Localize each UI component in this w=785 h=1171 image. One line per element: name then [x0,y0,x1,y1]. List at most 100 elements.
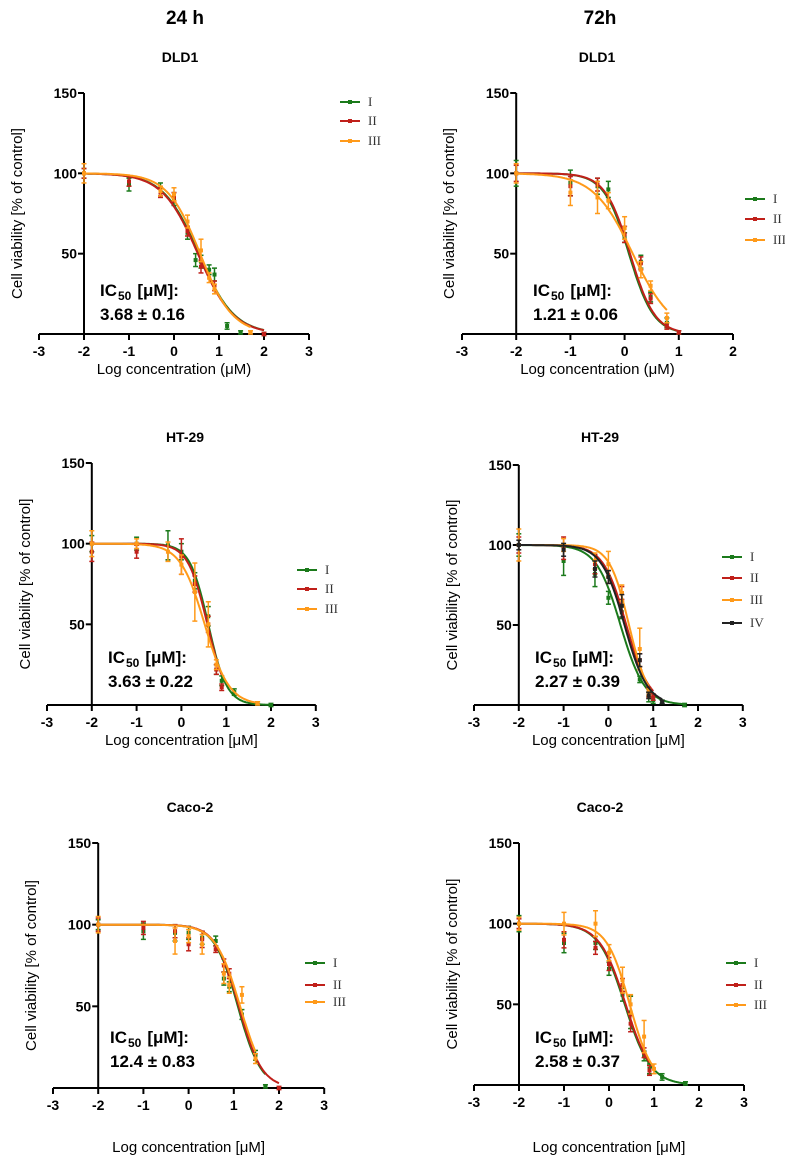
data-point [646,693,651,698]
x-tick-label: -3 [47,1097,60,1113]
data-point [165,549,170,554]
data-point [648,296,653,301]
x-tick-label: -2 [92,1097,105,1113]
x-tick-label: -1 [557,714,570,730]
ic50-suffix: [μM]: [145,648,187,667]
data-point [219,685,224,690]
ic50-prefix: IC [108,648,125,667]
data-point [134,541,139,546]
legend-label: I [754,955,758,970]
data-point [225,323,230,328]
fit-curve [516,172,668,311]
data-point [206,622,211,627]
ic50-suffix: [μM]: [570,281,612,300]
legend-item: II [722,570,759,585]
legend-marker [305,587,309,591]
data-point [516,543,521,547]
x-tick-label: -2 [513,1094,526,1110]
legend-label: I [333,955,337,970]
x-tick-label: 2 [729,343,737,359]
x-tick-label: 1 [650,1094,658,1110]
legend-marker [753,217,757,221]
data-point [207,275,212,280]
chart-title: HT-29 [166,429,204,445]
data-point [637,658,642,663]
series-II [89,538,225,692]
data-point [96,922,101,927]
ic50-prefix: IC [533,281,550,300]
ic50-subscript: 50 [126,656,140,670]
ic50-subscript: 50 [128,1036,142,1050]
x-tick-label: 1 [230,1097,238,1113]
chart-panel: DLD1 -3 -2 -1 0 1 2 50 100 150 Log concentration (… [441,49,785,378]
data-point [619,591,624,595]
data-point [255,701,260,706]
data-point [199,248,203,253]
x-tick-label: 0 [621,343,629,359]
legend-label: II [325,581,334,596]
legend-label: I [325,562,329,577]
legend-marker [730,576,734,580]
y-tick-label: 100 [486,165,510,181]
chart-panel: HT-29 -3 -2 -1 0 1 2 3 50 100 150 Log concentration… [17,429,338,749]
legend-marker [313,983,317,987]
data-point [207,267,212,272]
data-point [620,978,625,983]
x-tick-label: -2 [510,343,523,359]
x-tick-label: 0 [185,1097,193,1113]
x-tick-label: -1 [123,343,136,359]
x-tick-label: 0 [178,714,186,730]
data-point [517,921,521,926]
chart-title: DLD1 [579,49,616,65]
data-point [622,225,627,230]
data-point [593,945,598,950]
data-point [638,267,643,272]
x-tick-label: 0 [605,1094,613,1110]
data-point [277,1086,281,1090]
data-point [141,925,146,930]
x-tick-label: -1 [130,714,143,730]
chart-panel: Caco-2 -3 -2 -1 0 1 2 3 50 100 150 Log concentratio… [444,799,767,1156]
data-point [193,258,198,263]
data-point [651,695,656,699]
ic50-prefix: IC [110,1028,127,1047]
y-tick-label: 50 [69,616,85,632]
data-point [127,179,131,184]
series-III [516,528,652,697]
data-point [676,330,681,335]
data-point [158,189,163,194]
x-tick-label: 3 [740,1094,748,1110]
x-tick-label: 3 [320,1097,328,1113]
data-point [219,678,224,683]
data-point [619,603,624,608]
data-point [660,699,665,704]
x-tick-label: -2 [78,343,91,359]
chart-title: Caco-2 [577,799,624,815]
legend-item: I [297,562,329,577]
data-point [664,323,669,328]
legend-label: I [773,191,777,206]
data-point [239,992,244,997]
fit-curve [518,544,654,692]
x-tick-label: -2 [86,714,99,730]
legend-marker [305,568,309,572]
x-tick-label: 3 [305,343,313,359]
data-point [637,677,642,682]
data-point [607,950,611,955]
legend-label: II [333,977,342,992]
y-tick-label: 100 [54,165,78,181]
y-tick-label: 100 [488,537,512,553]
y-tick-label: 150 [486,85,510,101]
x-axis-label: Log concentration (μM) [97,361,252,378]
legend-item: III [726,997,767,1012]
legend-marker [348,100,352,104]
y-tick-label: 50 [61,246,77,262]
legend-label: I [750,549,754,564]
legend-item: II [305,977,342,992]
data-point [593,921,598,926]
legend-marker [730,621,734,625]
data-point [592,567,597,571]
data-point [248,330,253,335]
data-point [606,562,611,567]
data-point [212,287,217,292]
